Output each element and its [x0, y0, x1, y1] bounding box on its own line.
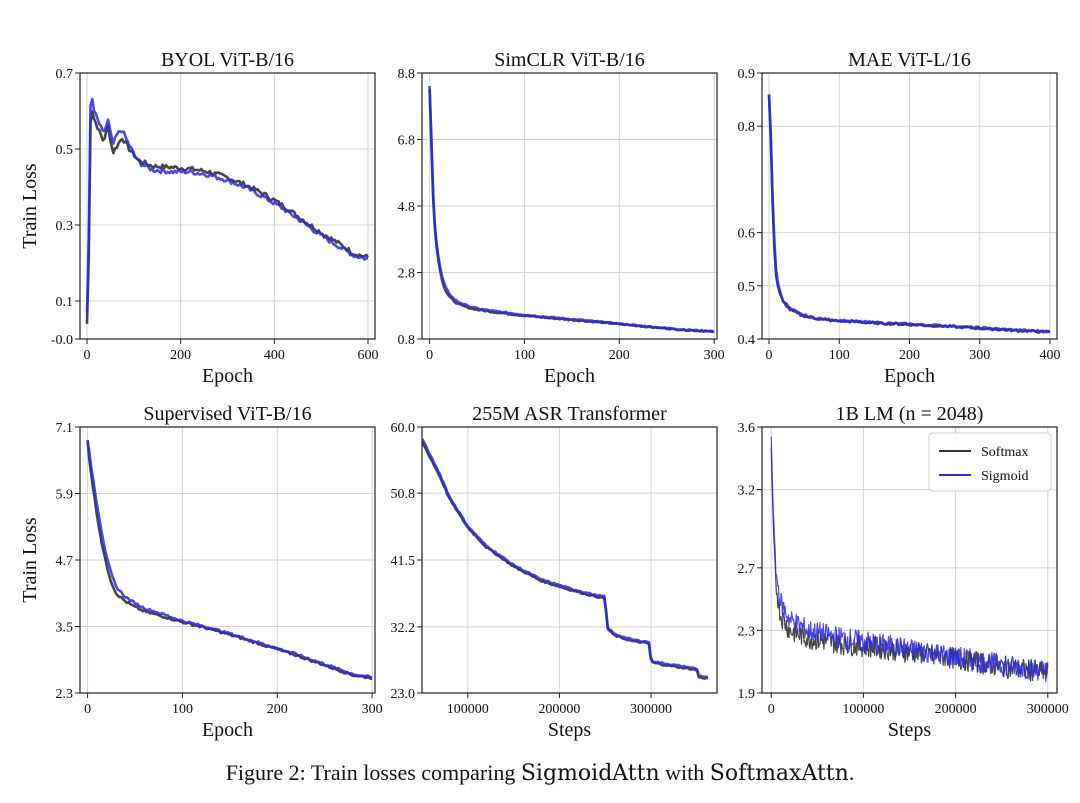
series-line-sigmoid [428, 86, 715, 333]
legend-label-sigmoid: Sigmoid [981, 469, 1028, 484]
x-tick-label: 300 [969, 348, 990, 363]
y-tick-label: 0.1 [56, 295, 74, 310]
x-tick-label: 300 [704, 348, 725, 363]
chart-panel-4: 0 100 200 300 2.3 3.5 4.7 5.9 7.1 Supervised ViT-… [19, 403, 383, 741]
chart-panel-6: 0 100000 200000 300000 1.9 2.3 2.7 3.2 3.6 1B LM … [738, 403, 1069, 741]
x-tick-label: 100 [514, 348, 535, 363]
chart-title: Supervised ViT-B/16 [143, 403, 311, 425]
x-tick-label: 300 [362, 702, 383, 717]
x-tick-label: 300000 [1027, 702, 1069, 717]
y-tick-label: 1.9 [738, 687, 756, 702]
x-tick-label: 200 [899, 348, 920, 363]
y-tick-label: 3.2 [738, 484, 756, 499]
y-tick-label: 5.9 [56, 488, 74, 503]
x-axis-label: Epoch [202, 365, 253, 387]
caption-term-softmax: SoftmaxAttn [709, 761, 849, 786]
plot-frame [761, 426, 1058, 694]
y-tick-label: 32.2 [391, 621, 416, 636]
x-tick-label: 100 [829, 348, 850, 363]
y-tick-label: 3.5 [56, 621, 74, 636]
series-line-sigmoid [770, 436, 1049, 683]
x-tick-label: 0 [84, 348, 91, 363]
y-axis-label: Train Loss [19, 517, 41, 603]
x-axis-label: Steps [888, 719, 932, 741]
series-line-sigmoid [86, 439, 373, 679]
x-tick-label: 200000 [538, 702, 580, 717]
chart-title: 1B LM (n = 2048) [836, 403, 984, 425]
y-tick-label: 2.3 [738, 624, 756, 639]
y-tick-label: 2.3 [56, 687, 74, 702]
plot-frame [79, 72, 376, 340]
x-tick-label: 200 [609, 348, 630, 363]
legend: Softmax Sigmoid [928, 432, 1052, 492]
x-tick-label: 100000 [842, 702, 884, 717]
chart-panel-5: 100000 200000 300000 23.0 32.2 41.5 50.8 60.0 25… [391, 403, 718, 741]
chart-title: SimCLR ViT-B/16 [494, 49, 645, 71]
y-tick-label: 0.9 [738, 67, 756, 82]
y-tick-label: 8.8 [398, 67, 416, 82]
x-tick-label: 0 [768, 702, 775, 717]
caption-prefix: Figure 2: Train losses comparing [225, 760, 521, 785]
chart-title: MAE ViT-L/16 [848, 49, 971, 71]
y-tick-label: 0.4 [738, 333, 756, 348]
y-tick-label: 0.8 [398, 333, 416, 348]
series-line-sigmoid [767, 94, 1051, 334]
y-tick-label: 2.7 [738, 562, 756, 577]
series-line-sigmoid [85, 97, 369, 313]
y-tick-label: 50.8 [391, 487, 416, 502]
y-tick-label: 0.7 [56, 67, 74, 82]
chart-title: BYOL ViT-B/16 [161, 49, 294, 71]
y-tick-label: -0.0 [51, 333, 73, 348]
y-tick-label: 0.8 [738, 120, 756, 135]
x-axis-label: Epoch [544, 365, 595, 387]
series-line-sigmoid [422, 438, 709, 679]
chart-panel-2: 0 100 200 300 0.8 2.8 4.8 6.8 8.8 SimCLR ViT-B/16… [398, 49, 725, 387]
caption-term-sigmoid: SigmoidAttn [520, 761, 660, 786]
y-tick-label: 4.7 [56, 554, 74, 569]
y-tick-label: 0.3 [56, 219, 74, 234]
x-tick-label: 400 [264, 348, 285, 363]
x-tick-label: 600 [357, 348, 378, 363]
caption-middle: with [659, 760, 710, 785]
x-tick-label: 0 [766, 348, 773, 363]
chart-panel-1: 0 200 400 600 -0.0 0.1 0.3 0.5 0.7 BYOL ViT-B/16 E… [19, 49, 378, 387]
y-axis-label: Train Loss [19, 163, 41, 249]
x-tick-label: 0 [84, 702, 91, 717]
x-tick-label: 400 [1039, 348, 1060, 363]
y-tick-label: 0.6 [738, 227, 756, 242]
figure-caption: Figure 2: Train losses comparing Sigmoid… [0, 760, 1080, 786]
chart-title: 255M ASR Transformer [472, 403, 667, 425]
series-line-softmax [428, 89, 715, 334]
caption-suffix: . [848, 760, 855, 785]
y-tick-label: 2.8 [398, 267, 416, 282]
x-tick-label: 100000 [447, 702, 489, 717]
x-tick-label: 200 [170, 348, 191, 363]
y-tick-label: 0.5 [56, 143, 74, 158]
y-tick-label: 6.8 [398, 134, 416, 149]
y-tick-label: 3.6 [738, 421, 756, 436]
legend-box [928, 432, 1052, 492]
x-tick-label: 100 [172, 702, 193, 717]
y-tick-label: 60.0 [391, 421, 416, 436]
legend-label-softmax: Softmax [981, 445, 1028, 460]
x-axis-label: Epoch [202, 719, 253, 741]
x-tick-label: 0 [426, 348, 433, 363]
chart-panel-3: 0 100 200 300 400 0.4 0.5 0.6 0.8 0.9 MAE ViT-L/16… [738, 49, 1061, 387]
x-tick-label: 300000 [630, 702, 672, 717]
x-tick-label: 200 [267, 702, 288, 717]
y-tick-label: 41.5 [391, 554, 416, 569]
x-axis-label: Steps [548, 719, 592, 741]
x-axis-label: Epoch [884, 365, 935, 387]
x-tick-label: 200000 [935, 702, 977, 717]
y-tick-label: 23.0 [391, 687, 416, 702]
series-line-softmax [770, 447, 1049, 682]
y-tick-label: 7.1 [56, 421, 74, 436]
y-tick-label: 0.5 [738, 280, 756, 295]
y-tick-label: 4.8 [398, 200, 416, 215]
